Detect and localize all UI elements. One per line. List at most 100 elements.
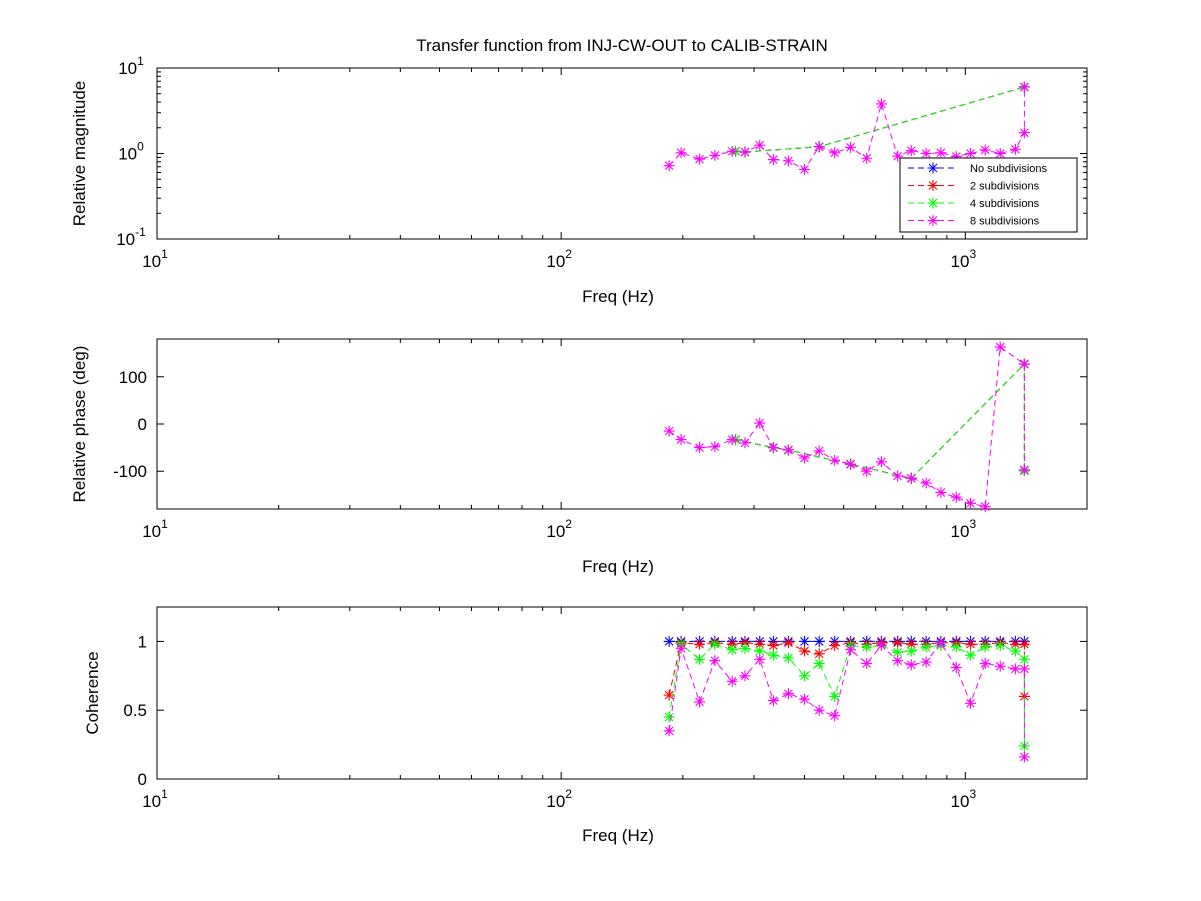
data-point [813, 704, 825, 716]
y-tick-label-base: 10 [118, 145, 137, 164]
data-point [1018, 81, 1030, 93]
data-point [675, 642, 687, 654]
data-point [813, 648, 825, 660]
data-point [754, 638, 766, 650]
data-point [861, 641, 873, 653]
data-point [709, 638, 721, 650]
x-axis-label-1: Freq (Hz) [582, 287, 654, 306]
series-4 [663, 637, 1030, 763]
x-tick-label-exp: 3 [969, 517, 976, 531]
x-ticks-3 [156, 607, 1088, 779]
data-point [965, 497, 977, 509]
data-point [845, 458, 857, 470]
y-ticks-1 [157, 71, 1087, 240]
y-tick-label: 1 [138, 632, 147, 651]
y-tick-label: -100 [113, 462, 147, 481]
data-point [861, 465, 873, 477]
data-point [935, 637, 947, 649]
data-point [829, 710, 841, 722]
data-point [1009, 143, 1021, 155]
data-point [875, 640, 887, 652]
data-point [739, 437, 751, 449]
data-point [1018, 638, 1030, 650]
data-point [979, 144, 991, 156]
x-tick-label: 101 [142, 517, 168, 541]
data-point [782, 155, 794, 167]
x-tick-label: 102 [546, 247, 572, 271]
data-point [979, 501, 991, 513]
axes-box-3 [156, 606, 1088, 780]
x-tick-label-base: 10 [951, 252, 970, 271]
y-tick-label: 101 [118, 54, 144, 78]
data-point [726, 675, 738, 687]
x-tick-label-exp: 1 [161, 247, 168, 261]
data-point [799, 635, 810, 647]
data-point [782, 652, 794, 664]
y-tick-label: 100 [119, 368, 147, 387]
data-point [799, 163, 810, 175]
data-point [845, 141, 857, 153]
data-point [663, 725, 675, 737]
data-point [892, 150, 904, 162]
data-point [767, 649, 779, 661]
x-ticks-1 [156, 68, 1088, 239]
data-point [663, 635, 675, 647]
data-point [813, 657, 825, 669]
data-point [979, 641, 991, 653]
y-tick-label-exp: 0 [137, 140, 144, 154]
data-point [782, 637, 794, 649]
data-point [709, 149, 721, 161]
data-point [767, 154, 779, 166]
data-point [861, 657, 873, 669]
data-point [813, 635, 825, 647]
series-line [668, 641, 1025, 757]
data-point [861, 152, 873, 164]
y-tick-label-exp: -1 [135, 225, 146, 239]
data-point [754, 417, 766, 429]
data-point [1018, 663, 1030, 675]
x-tick-label-base: 10 [142, 252, 161, 271]
x-tick-label: 102 [546, 517, 572, 541]
x-tick-label-base: 10 [142, 792, 161, 811]
y-tick-label: 0 [138, 415, 147, 434]
data-point [799, 693, 810, 705]
data-point [892, 646, 904, 658]
data-point [935, 486, 947, 498]
data-point [694, 442, 706, 454]
data-point [663, 425, 675, 437]
data-point [767, 442, 779, 454]
legend: No subdivisions 2 subdivisions 4 subdivisi… [899, 157, 1078, 233]
data-point [965, 638, 977, 650]
data-point [739, 670, 751, 682]
data-point [905, 638, 917, 650]
y-ticks-3 [157, 640, 1087, 780]
data-point [875, 98, 887, 110]
y-axis-label-3: Coherence [83, 651, 102, 734]
x-tick-label-base: 10 [142, 522, 161, 541]
data-point [1018, 751, 1030, 763]
legend-entry: 2 subdivisions [970, 181, 1040, 193]
x-tick-label: 102 [546, 787, 572, 811]
y-ticks-2 [157, 376, 1087, 472]
legend-marker [927, 162, 939, 174]
data-point [845, 644, 857, 656]
data-point [950, 491, 962, 503]
axes-box-2 [156, 338, 1088, 510]
data-point [694, 653, 706, 665]
data-point [905, 645, 917, 657]
data-point [694, 696, 706, 708]
data-point [965, 697, 977, 709]
x-tick-label-exp: 2 [565, 787, 572, 801]
data-point [892, 637, 904, 649]
data-point [829, 147, 841, 159]
x-tick-label: 101 [142, 787, 168, 811]
data-point [739, 637, 751, 649]
y-axis-label-2: Relative phase (deg) [70, 346, 89, 503]
y-tick-label-base: 10 [118, 59, 137, 78]
data-point [965, 148, 977, 159]
data-point [875, 456, 887, 468]
data-point [739, 642, 751, 654]
data-point [1009, 638, 1021, 650]
